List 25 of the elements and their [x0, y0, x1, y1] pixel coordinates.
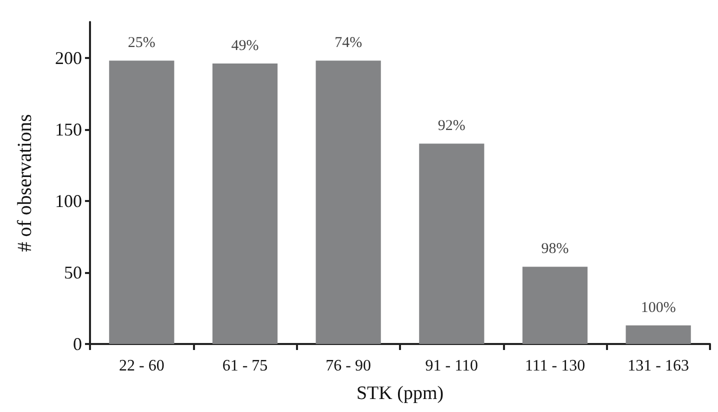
- annotation: 98%: [541, 241, 569, 258]
- y-axis-title: # of observations: [14, 114, 36, 252]
- x-tick-label: 91 - 110: [425, 358, 478, 374]
- x-tick-label: 61 - 75: [222, 358, 268, 374]
- y-tick-label: 100: [55, 190, 82, 211]
- annotation: 92%: [438, 118, 466, 134]
- y-tick-label: 150: [55, 119, 82, 140]
- annotation: 74%: [334, 35, 362, 52]
- x-tick-label: 111 - 130: [524, 358, 586, 374]
- annotation: 25%: [128, 35, 156, 52]
- y-tick-label: 0: [73, 334, 82, 354]
- bar: [626, 325, 691, 344]
- annotation: 100%: [640, 300, 676, 316]
- bar: [109, 60, 174, 344]
- annotation: 49%: [231, 38, 259, 54]
- bar: [419, 144, 484, 344]
- x-axis-title: STK (ppm): [356, 383, 444, 404]
- bar: [522, 266, 588, 344]
- bar: [212, 64, 278, 344]
- bar: [316, 60, 381, 344]
- y-tick-label: 200: [55, 48, 82, 68]
- x-tick-label: 131 - 163: [628, 358, 689, 374]
- x-tick-label: 76 - 90: [326, 358, 371, 374]
- x-tick-label: 22 - 60: [119, 358, 164, 374]
- y-tick-label: 50: [64, 262, 82, 282]
